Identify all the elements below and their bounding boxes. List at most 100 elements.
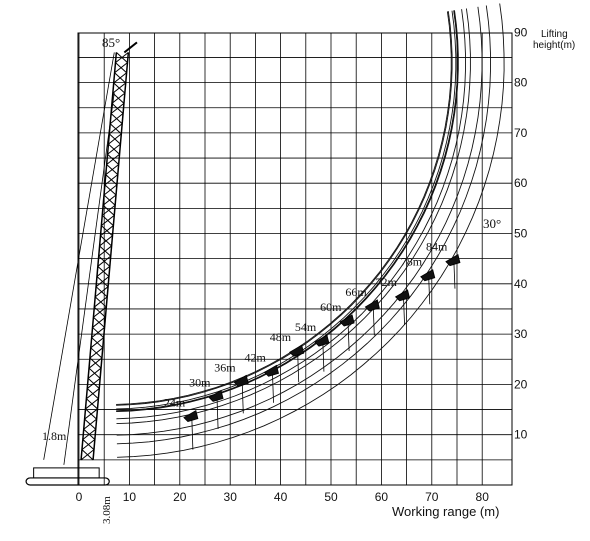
boom-lacing (83, 428, 96, 440)
hook-line (191, 419, 194, 450)
boom-lacing (102, 204, 115, 216)
x-tick-label: 20 (173, 490, 187, 504)
boom-lacing (94, 296, 107, 308)
crawler-track (25, 477, 110, 486)
boom-lacing (96, 276, 109, 288)
y-tick-label: 90 (514, 25, 528, 39)
hook-line (216, 399, 219, 429)
x-tick-label: 0 (76, 490, 83, 504)
hook-line (272, 374, 274, 403)
height-arc (116, 8, 471, 425)
boom-lacing (93, 306, 106, 318)
x-tick-label: 80 (476, 490, 490, 504)
boom-lacing (98, 255, 111, 267)
crane-body (33, 467, 100, 479)
y-tick-label: 40 (514, 277, 528, 291)
boom-lacing (84, 418, 97, 430)
boom-lacing (92, 327, 105, 338)
height-arc (116, 10, 457, 410)
boom-lacing (87, 377, 100, 389)
hook-line (453, 263, 456, 289)
y-axis-label-line2: height(m) (533, 40, 575, 51)
height-arc (116, 11, 453, 406)
height-arc (116, 5, 491, 445)
tick-labels: 0 10 20 30 40 50 60 70 80 10 20 30 40 50 60 70 80 90 (76, 25, 528, 504)
boom-lacing (101, 215, 114, 226)
x-tick-label: 40 (274, 490, 288, 504)
jib-tip-marker (183, 409, 199, 423)
jib-tip-marker (394, 289, 411, 302)
height-arcs (116, 3, 505, 458)
jib-tip-marker (314, 334, 330, 347)
base-offset-label: 3.08m (101, 496, 113, 524)
x-axis-label: Working range (m) (392, 504, 499, 519)
jib-angle-label: 30° (483, 216, 501, 231)
height-arc (116, 9, 466, 420)
boom-lacing (109, 123, 122, 135)
x-tick-label: 60 (375, 490, 389, 504)
x-tick-label: 10 (123, 490, 137, 504)
y-tick-label: 50 (514, 227, 528, 241)
boom-lacing (89, 357, 102, 369)
x-tick-label: 30 (224, 490, 238, 504)
boom-lacing (95, 286, 108, 298)
boom-lacing (90, 347, 103, 359)
y-tick-label: 60 (514, 176, 528, 190)
jib-length-label: 78m (401, 255, 423, 269)
hook-line (347, 323, 350, 352)
boom-lacing (106, 164, 119, 176)
hook-line (403, 298, 405, 325)
height-arc (116, 6, 483, 436)
boom-lacing (114, 72, 127, 84)
boom-lacing (91, 337, 104, 349)
boom-lacing (82, 439, 95, 451)
y-tick-label: 70 (514, 126, 528, 140)
boom-lacing (100, 235, 112, 247)
hook-line (428, 278, 431, 305)
boom-lacing (101, 225, 113, 237)
hook-line (297, 354, 300, 383)
boom-lacing (104, 184, 117, 196)
crane-boom (25, 41, 138, 486)
boom-lacing (108, 143, 120, 155)
jib-length-label: 54m (295, 320, 317, 334)
boom-lacing (81, 449, 94, 461)
x-tick-label: 50 (324, 490, 338, 504)
boom-lacing (110, 113, 123, 125)
jib-length-label: 42m (245, 350, 267, 364)
boom-lacing (105, 174, 118, 186)
boom-lacing (93, 316, 105, 328)
boom-lacing (108, 133, 121, 145)
boom-lacing (103, 194, 116, 206)
boom-lacing (86, 398, 98, 410)
boom-lacing (113, 82, 126, 94)
jib-length-label: 60m (320, 300, 342, 314)
pivot-offset-label: 1.8m (42, 429, 67, 443)
jib-length-label: 30m (189, 375, 211, 389)
pendant-line (43, 52, 115, 460)
jib-tip-marker (364, 299, 380, 312)
jib-tip-marker (263, 364, 280, 377)
boom-lacing (88, 367, 101, 379)
y-tick-label: 80 (514, 76, 528, 90)
jib-length-label: 84m (426, 240, 448, 254)
jib-tip-marker (339, 314, 355, 327)
y-tick-label: 20 (514, 377, 528, 391)
jib-length-label: 24m (164, 396, 186, 410)
y-axis-label-line1: Lifting (541, 29, 568, 40)
y-tick-label: 10 (514, 428, 528, 442)
jib-length-label: 36m (214, 360, 236, 374)
boom-lacing (107, 153, 119, 165)
boom-lacing (116, 52, 128, 63)
boom-lacing (85, 408, 97, 420)
hook-line (241, 384, 244, 414)
boom-lacing (86, 388, 99, 400)
jib-tip-marker (445, 254, 461, 267)
boom-tip (123, 41, 138, 54)
jib-tip-marker (233, 374, 249, 387)
boom-lacing (99, 245, 112, 257)
x-tick-label: 70 (425, 490, 439, 504)
boom-lacing (97, 265, 110, 277)
y-tick-label: 30 (514, 327, 528, 341)
